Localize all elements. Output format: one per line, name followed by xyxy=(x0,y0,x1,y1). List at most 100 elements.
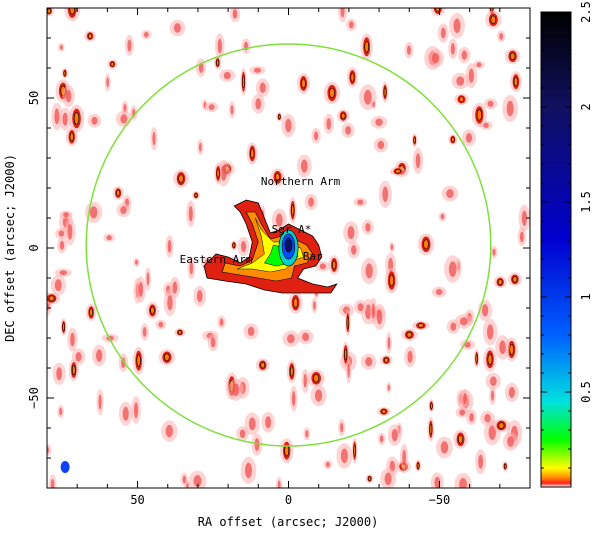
noise-blob xyxy=(381,81,389,103)
colorbar-tick-label: 2 xyxy=(579,103,593,110)
noise-blob xyxy=(58,42,65,52)
noise-blob xyxy=(229,8,241,23)
noise-blob xyxy=(310,384,327,407)
y-axis-title: DEC offset (arcsec; J2000) xyxy=(3,154,17,342)
noise-blob xyxy=(61,68,69,79)
noise-blob xyxy=(133,257,140,267)
noise-blob xyxy=(489,386,496,405)
noise-blob xyxy=(158,349,176,366)
noise-blob xyxy=(261,411,275,433)
noise-blob xyxy=(131,396,141,425)
noise-blob xyxy=(338,419,346,437)
overlay-layer xyxy=(60,43,492,473)
noise-blob xyxy=(437,23,449,43)
noise-blob xyxy=(204,101,219,113)
noise-blob xyxy=(155,319,167,330)
noise-blob xyxy=(67,327,78,352)
noise-blob xyxy=(228,378,244,401)
noise-blob xyxy=(228,101,236,119)
noise-blob xyxy=(165,234,174,258)
noise-blob xyxy=(485,10,502,29)
noise-blob xyxy=(411,133,418,147)
noise-blob xyxy=(243,323,259,340)
noise-blob xyxy=(448,134,458,146)
noise-blob xyxy=(288,197,297,224)
noise-blob xyxy=(187,256,196,280)
noise-blob xyxy=(428,399,435,413)
noise-blob xyxy=(323,81,341,105)
noise-blob xyxy=(101,333,119,343)
noise-blob xyxy=(323,113,334,135)
noise-blob xyxy=(286,359,297,383)
noise-blob xyxy=(354,300,367,315)
noise-blob xyxy=(444,255,462,283)
noise-blob xyxy=(244,412,260,436)
noise-blob xyxy=(427,416,435,442)
minispiral xyxy=(203,199,338,294)
noise-blob xyxy=(64,8,81,22)
noise-blob xyxy=(458,46,471,64)
noise-blob xyxy=(297,329,314,345)
noise-blob xyxy=(276,112,283,122)
noise-blob xyxy=(192,191,200,200)
noise-blob xyxy=(141,29,152,40)
noise-blob xyxy=(50,274,67,296)
noise-blob xyxy=(386,382,392,393)
noise-blob xyxy=(341,341,350,368)
axis-ticks: 50 0 −50 50 0 −50 xyxy=(27,8,530,507)
noise-blob xyxy=(115,110,132,128)
synthesized-beam xyxy=(60,461,70,473)
x-tick-label: −50 xyxy=(429,493,451,507)
noise-blob xyxy=(455,407,469,418)
colorbar-tick-label: 0.5 xyxy=(579,381,593,403)
noise-blob xyxy=(241,38,251,54)
noise-blob xyxy=(144,267,151,291)
noise-blob xyxy=(270,168,285,187)
noise-blob xyxy=(412,147,424,174)
noise-blob xyxy=(482,318,498,346)
x-tick-label: 0 xyxy=(285,493,292,507)
annotation-northern-arm: Northern Arm xyxy=(261,175,341,188)
y-tick-label: 50 xyxy=(27,91,41,105)
noise-blob xyxy=(441,185,459,202)
y-tick-label: 0 xyxy=(27,244,41,251)
noise-blob xyxy=(311,128,321,144)
noise-blob xyxy=(107,59,118,69)
noise-blob xyxy=(438,211,447,222)
noise-blob xyxy=(150,127,158,151)
noise-blob xyxy=(509,71,522,93)
noise-blob xyxy=(404,346,416,368)
noise-blob xyxy=(414,459,422,472)
noise-blob xyxy=(380,467,397,488)
noise-blob xyxy=(60,318,67,336)
noise-blob xyxy=(174,328,186,337)
noise-blob xyxy=(197,139,204,155)
noise-blob xyxy=(341,122,355,139)
noise-blob xyxy=(360,353,377,370)
noise-blob xyxy=(502,432,519,451)
noise-blob xyxy=(315,261,331,272)
noise-blob xyxy=(135,276,146,303)
sgra-core xyxy=(284,237,293,253)
noise-blob xyxy=(237,236,250,257)
noise-blob xyxy=(427,49,445,68)
noise-blob xyxy=(502,94,519,123)
noise-blob xyxy=(161,420,178,442)
noise-blob xyxy=(207,333,219,352)
noise-blob xyxy=(483,98,498,110)
noise-blob xyxy=(96,388,104,416)
noise-blob xyxy=(47,8,55,17)
noise-blob xyxy=(169,19,186,37)
noise-blob xyxy=(480,410,495,426)
noise-blob xyxy=(453,429,468,449)
colorbar-tick-label: 1.5 xyxy=(579,191,593,213)
noise-blob xyxy=(68,358,79,382)
noise-blob xyxy=(186,200,196,228)
noise-blob xyxy=(116,203,131,218)
noise-blob xyxy=(57,237,67,254)
noise-blob xyxy=(388,241,395,253)
noise-blob xyxy=(303,427,311,441)
noise-blob xyxy=(353,197,367,207)
